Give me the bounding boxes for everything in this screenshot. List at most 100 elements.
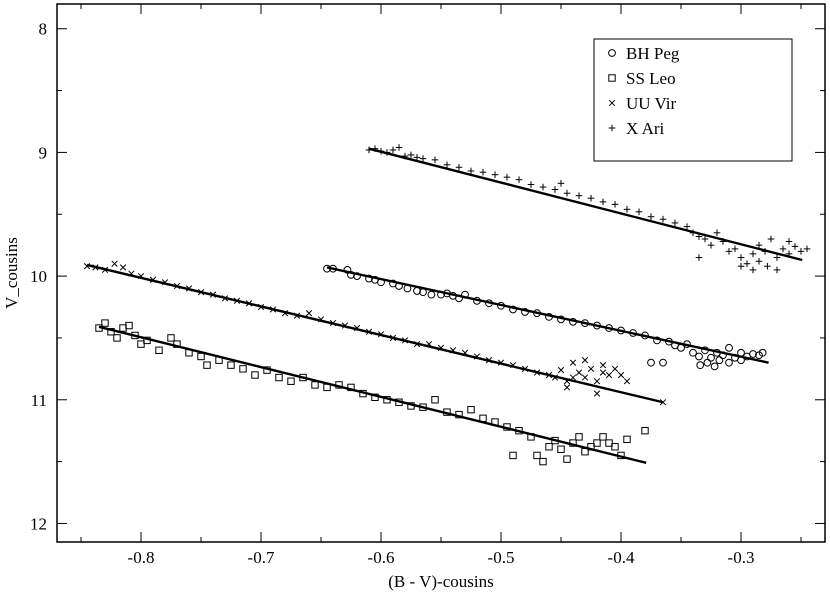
data-point	[696, 361, 705, 370]
data-point	[131, 331, 139, 340]
data-point	[677, 343, 685, 352]
data-point	[569, 374, 577, 381]
data-point	[641, 426, 649, 435]
data-point	[377, 147, 385, 155]
data-point	[647, 358, 655, 367]
data-point	[575, 192, 583, 200]
legend-label: SS Leo	[626, 69, 676, 88]
data-point	[599, 198, 607, 206]
data-point	[107, 328, 115, 336]
data-point	[803, 245, 811, 253]
data-point	[665, 337, 673, 346]
data-point	[455, 410, 463, 419]
data-point	[749, 350, 757, 358]
data-point	[659, 399, 667, 406]
data-point	[383, 396, 391, 404]
data-point	[683, 340, 691, 349]
data-point	[485, 357, 493, 364]
data-point	[311, 381, 319, 389]
data-point	[503, 423, 511, 431]
data-point	[545, 371, 553, 379]
data-point	[764, 262, 771, 270]
data-point	[587, 365, 595, 373]
data-point	[227, 361, 235, 369]
data-point	[203, 361, 211, 369]
data-point	[737, 262, 745, 270]
data-point	[419, 403, 427, 411]
fit-line-x-ari	[368, 147, 803, 262]
data-point	[551, 374, 559, 381]
data-point	[737, 254, 745, 261]
data-point	[563, 189, 571, 197]
data-point	[155, 346, 163, 354]
data-point	[569, 439, 577, 447]
data-point	[479, 168, 487, 176]
x-tick-label: -0.8	[128, 548, 155, 567]
data-point	[509, 305, 517, 314]
data-point	[743, 260, 751, 268]
x-tick-label: -0.6	[368, 548, 395, 567]
data-point	[485, 299, 493, 308]
data-point	[449, 347, 457, 354]
data-point	[755, 257, 763, 265]
data-point	[761, 248, 769, 255]
data-point	[719, 238, 727, 245]
data-point	[710, 362, 719, 371]
data-point	[539, 183, 547, 191]
data-point	[443, 161, 451, 169]
data-point	[407, 402, 415, 410]
data-point	[293, 312, 301, 319]
y-tick-label: 12	[30, 514, 47, 533]
x-axis-label: (B - V)-cousins	[388, 572, 493, 591]
data-point	[497, 301, 505, 310]
data-point	[683, 223, 691, 230]
data-point	[557, 180, 565, 187]
data-point	[101, 319, 109, 327]
data-point	[767, 235, 775, 243]
data-point	[701, 346, 709, 355]
fit-line-uu-vir	[86, 263, 664, 404]
data-point	[305, 310, 313, 317]
data-point	[335, 381, 343, 389]
fit-line-ss-leo	[98, 325, 647, 465]
y-axis-ticks: 8 9 10 11 12	[30, 20, 825, 533]
data-point	[365, 274, 373, 283]
data-point	[419, 155, 427, 162]
data-point	[527, 181, 535, 188]
legend-label: BH Peg	[626, 44, 680, 63]
data-point	[323, 383, 331, 392]
data-point	[413, 340, 421, 348]
data-point	[715, 356, 724, 365]
data-point	[257, 303, 265, 311]
y-tick-label: 11	[31, 391, 47, 410]
data-point	[149, 276, 157, 283]
data-point	[209, 291, 217, 298]
data-point	[473, 353, 481, 360]
data-point	[617, 451, 625, 460]
y-axis-label: V_cousins	[2, 237, 21, 309]
data-point	[593, 390, 601, 397]
data-point	[377, 331, 385, 338]
data-point	[125, 321, 133, 330]
data-point	[758, 348, 767, 357]
data-point	[779, 245, 787, 253]
series-bh-peg	[323, 264, 767, 371]
data-point	[587, 194, 595, 202]
x-tick-label: -0.5	[488, 548, 515, 567]
series-uu-vir	[83, 260, 667, 406]
data-point	[605, 324, 613, 332]
data-point	[377, 278, 385, 287]
data-point	[461, 349, 469, 356]
data-point	[491, 171, 499, 178]
data-point	[245, 300, 253, 307]
data-point	[731, 245, 739, 253]
data-point	[359, 389, 367, 398]
x-tick-label: -0.7	[248, 548, 275, 567]
data-point	[581, 448, 589, 456]
x-tick-label: -0.3	[728, 548, 755, 567]
data-point	[593, 378, 601, 385]
legend-marker-x	[608, 99, 616, 107]
data-point	[611, 201, 619, 208]
data-point	[401, 152, 409, 160]
